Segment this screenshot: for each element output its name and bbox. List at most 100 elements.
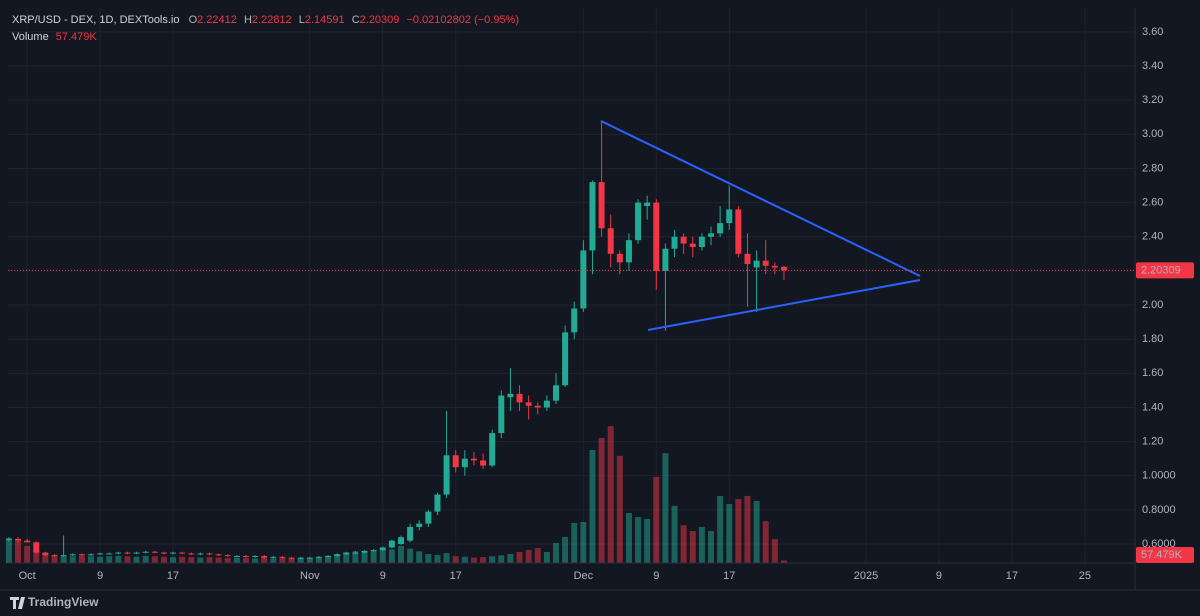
volume-bar [51,554,58,563]
volume-bar [525,549,532,563]
volume-bar [480,557,487,563]
candle-body [15,538,22,541]
candle-body [115,552,122,554]
candle-body [124,552,131,554]
volume-bar [306,557,313,563]
candle-body [51,555,58,557]
volume-bar [771,539,778,563]
candle-body [562,332,569,386]
y-tick-label: 0.8000 [1142,504,1176,516]
candle-body [635,202,642,241]
volume-tag-label: 57.479K [1141,549,1183,561]
volume-bar [315,557,322,563]
volume-bar [735,499,742,563]
x-tick-label: 17 [450,570,462,582]
legend-line: XRP/USD - DEX, 1D, DEXTools.io O2.22412 … [12,14,519,26]
candle-body [24,540,31,543]
volume-bar [215,557,222,563]
x-tick-label: Oct [19,570,36,582]
y-tick-label: 1.80 [1142,333,1163,345]
x-tick-label: Nov [300,570,320,582]
logo [10,597,25,609]
candle-body [616,253,623,263]
volume-bar [753,500,760,563]
candle-body [735,209,742,254]
candle-body [170,552,177,554]
symbol: XRP/USD - DEX, 1D, DEXTools.io [12,14,180,26]
volume-bar [170,557,177,563]
trendline-upper[interactable] [600,120,921,277]
candle-body [87,554,94,556]
volume-bar [653,477,660,563]
volume-bar [717,495,724,563]
volume-bar [188,557,195,563]
volume-bar [261,558,268,563]
candle-body [215,554,222,556]
volume-bar [726,504,733,563]
x-tick-label: 9 [653,570,659,582]
volume-bar [598,437,605,563]
label: Volume [12,31,49,43]
volume-bar [671,505,678,563]
volume-bar [352,551,359,563]
candle-body [206,553,213,555]
volume-bar [708,531,715,563]
volume-bar [224,558,231,563]
candle-body [507,393,514,398]
volume-bar [279,558,286,563]
volume-bar [361,552,368,563]
x-tick-label: 25 [1079,570,1091,582]
y-tick-label: 2.00 [1142,299,1163,311]
y-tick-label: 2.80 [1142,162,1163,174]
candle-body [698,236,705,248]
label: L [299,14,305,26]
volume-bar [507,553,514,563]
candle-body [580,250,587,309]
volume-bar [69,556,76,563]
y-tick-label: 3.20 [1142,94,1163,106]
candle-body [443,455,450,495]
volume-bar [206,557,213,563]
candle-pane [5,120,787,560]
volume-bar [24,545,31,563]
candle-body [397,537,404,545]
volume-bar [571,522,578,563]
candle-body [42,552,49,556]
candle-body [142,551,149,553]
y-tick-label: 1.0000 [1142,470,1176,482]
volume-bar [325,555,332,563]
candle-body [534,405,541,408]
x-tick-label: 9 [97,570,103,582]
volume-legend: Volume 57.479K [12,31,97,43]
candle-body [625,240,632,263]
volume-pane [5,426,787,563]
volume-bar [780,560,787,563]
candle-body [233,556,240,558]
candle-body [224,555,231,557]
x-tick-label: 17 [1006,570,1018,582]
trendline-lower[interactable] [647,279,921,331]
candle-body [589,182,596,251]
y-tick-label: 0.6000 [1142,538,1176,550]
brand: TradingView [28,595,99,609]
volume-bar [270,558,277,563]
candle-body [361,550,368,553]
y-tick-label: 1.40 [1142,401,1163,413]
volume-bar [106,556,113,563]
candle-body [771,265,778,268]
overlay: 0.6000 0.8000 1.0000 1.20 1.40 1.60 1.80 2.00 2.… [8,26,1194,582]
volume-bar [607,426,614,563]
x-tick-label: 2025 [854,570,878,582]
value: 2.20309 [360,14,400,26]
candle-body [151,551,158,553]
volume-bar [334,553,341,563]
volume-bar [552,542,559,563]
value: 57.479K [56,31,98,43]
volume-bar [425,553,432,563]
volume-bar [370,550,377,563]
volume-bar [543,551,550,563]
volume-bar [689,531,696,563]
label: C [352,14,360,26]
